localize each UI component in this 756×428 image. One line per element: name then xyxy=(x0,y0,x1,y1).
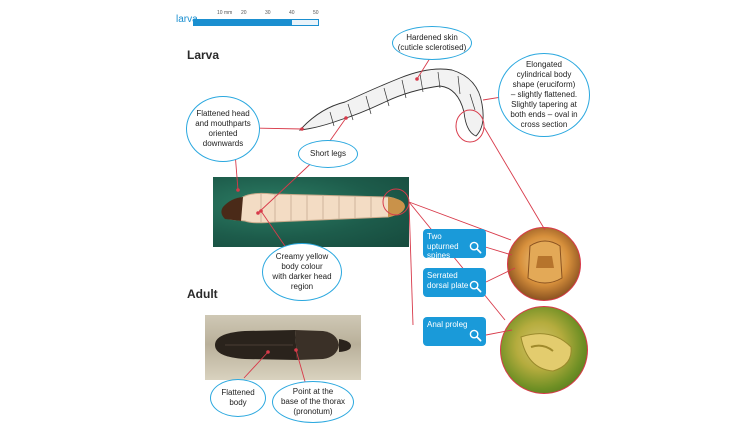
callout-text: cylindrical body xyxy=(510,70,577,80)
magnifier-icon xyxy=(469,241,482,254)
callout-text: – slightly flattened. xyxy=(510,90,577,100)
serrated-plate-button[interactable]: Serrated dorsal plate xyxy=(423,268,486,297)
callout-body-colour: Creamy yellow body colour with darker he… xyxy=(262,243,342,301)
callout-text: (cuticle sclerotised) xyxy=(398,43,466,53)
button-label: Two upturned spines xyxy=(427,232,469,261)
callout-body-shape: Elongated cylindrical body shape (erucif… xyxy=(498,53,590,137)
callout-text: Flattened xyxy=(221,388,254,398)
callout-text: Slightly tapering at xyxy=(510,100,577,110)
callout-text: Short legs xyxy=(310,149,346,159)
callout-text: Hardened skin xyxy=(398,33,466,43)
callout-short-legs: Short legs xyxy=(298,140,358,168)
callout-text: and mouthparts xyxy=(195,119,251,129)
callout-pronotum-point: Point at the base of the thorax (pronotu… xyxy=(272,381,354,423)
callout-text: body colour xyxy=(272,262,331,272)
callout-text: region xyxy=(272,282,331,292)
anal-proleg-button[interactable]: Anal proleg xyxy=(423,317,486,346)
callout-flattened-body: Flattened body xyxy=(210,379,266,417)
callout-text: body xyxy=(221,398,254,408)
callout-text: with darker head xyxy=(272,272,331,282)
callout-text: base of the thorax xyxy=(281,397,345,407)
magnifier-icon xyxy=(469,329,482,342)
callout-text: oriented xyxy=(195,129,251,139)
callout-text: (pronotum) xyxy=(281,407,345,417)
callout-text: Flattened head xyxy=(195,109,251,119)
callout-text: downwards xyxy=(195,139,251,149)
callout-text: Elongated xyxy=(510,60,577,70)
callout-text: both ends – oval in xyxy=(510,110,577,120)
callout-text: shape (eruciform) xyxy=(510,80,577,90)
callout-flattened-head: Flattened head and mouthparts oriented d… xyxy=(186,96,260,162)
callout-text: Creamy yellow xyxy=(272,252,331,262)
button-label: Anal proleg xyxy=(427,320,469,330)
button-label: Serrated dorsal plate xyxy=(427,271,469,290)
magnifier-icon xyxy=(469,280,482,293)
upturned-spines-button[interactable]: Two upturned spines xyxy=(423,229,486,258)
callout-text: Point at the xyxy=(281,387,345,397)
callout-text: cross section xyxy=(510,120,577,130)
callout-hardened-skin: Hardened skin (cuticle sclerotised) xyxy=(392,26,472,60)
